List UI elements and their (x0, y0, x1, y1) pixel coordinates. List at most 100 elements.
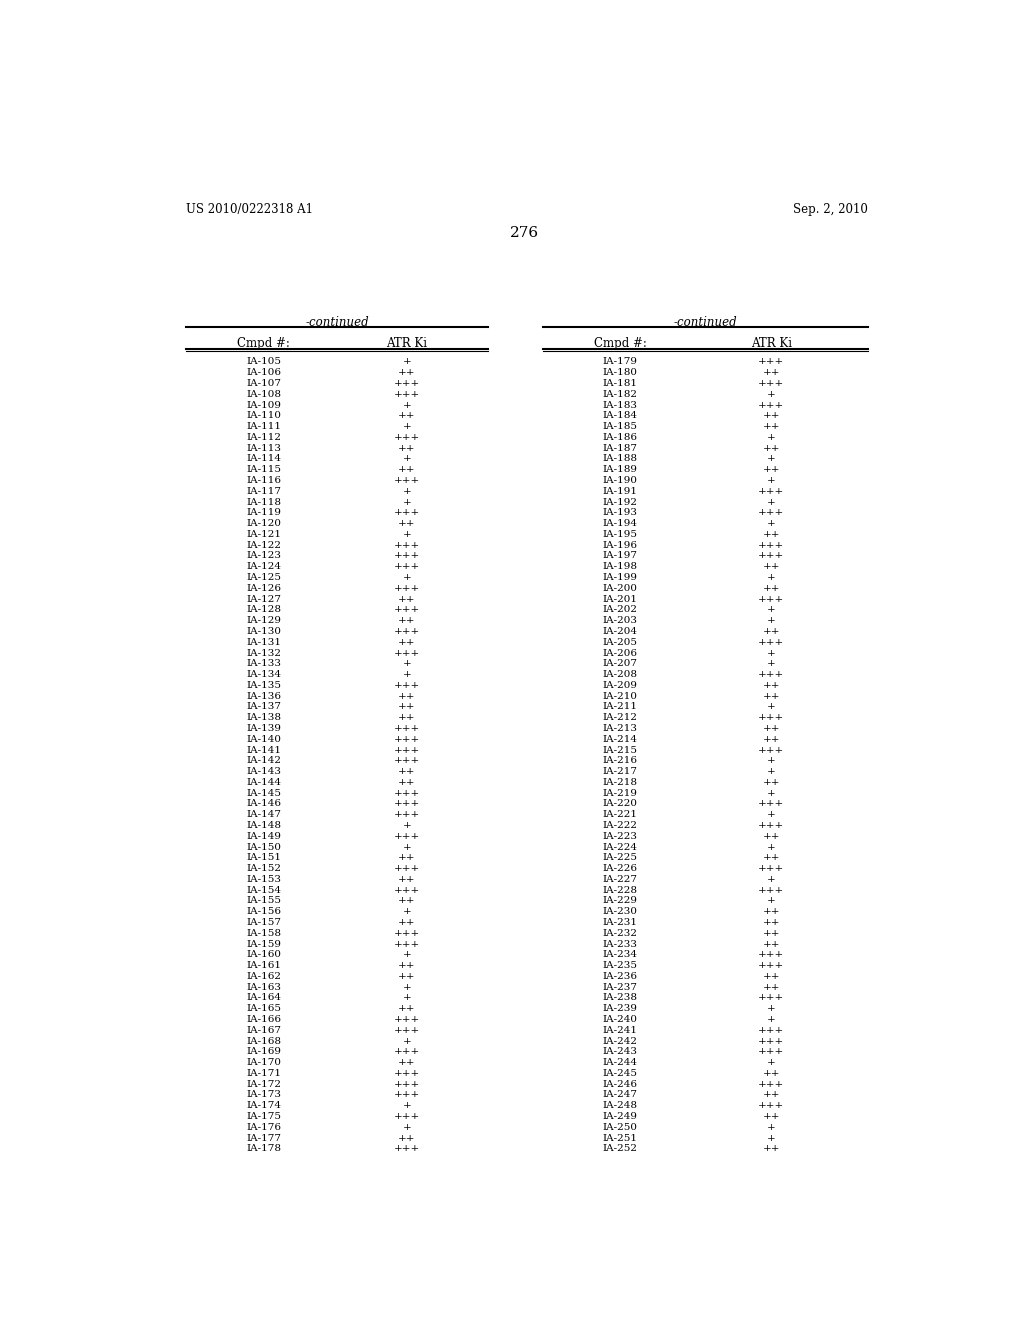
Text: IA-114: IA-114 (246, 454, 282, 463)
Text: +++: +++ (394, 648, 420, 657)
Text: IA-145: IA-145 (246, 788, 282, 797)
Text: IA-210: IA-210 (603, 692, 638, 701)
Text: +++: +++ (758, 950, 784, 960)
Text: +++: +++ (394, 552, 420, 561)
Text: +++: +++ (394, 583, 420, 593)
Text: +++: +++ (394, 1047, 420, 1056)
Text: IA-230: IA-230 (603, 907, 638, 916)
Text: IA-241: IA-241 (603, 1026, 638, 1035)
Text: +++: +++ (394, 929, 420, 937)
Text: IA-157: IA-157 (246, 917, 282, 927)
Text: IA-152: IA-152 (246, 865, 282, 873)
Text: IA-181: IA-181 (603, 379, 638, 388)
Text: +++: +++ (758, 1036, 784, 1045)
Text: IA-164: IA-164 (246, 994, 282, 1002)
Text: +++: +++ (394, 1069, 420, 1078)
Text: IA-251: IA-251 (603, 1134, 638, 1143)
Text: ++: ++ (398, 594, 416, 603)
Text: IA-141: IA-141 (246, 746, 282, 755)
Text: IA-149: IA-149 (246, 832, 282, 841)
Text: +: + (767, 767, 775, 776)
Text: IA-144: IA-144 (246, 777, 282, 787)
Text: +++: +++ (394, 1090, 420, 1100)
Text: IA-138: IA-138 (246, 713, 282, 722)
Text: +++: +++ (394, 1015, 420, 1024)
Text: IA-135: IA-135 (246, 681, 282, 690)
Text: IA-146: IA-146 (246, 800, 282, 808)
Text: +++: +++ (394, 788, 420, 797)
Text: ++: ++ (398, 412, 416, 420)
Text: ++: ++ (763, 853, 780, 862)
Text: IA-168: IA-168 (246, 1036, 282, 1045)
Text: IA-203: IA-203 (603, 616, 638, 626)
Text: +++: +++ (394, 1144, 420, 1154)
Text: IA-127: IA-127 (246, 594, 282, 603)
Text: ++: ++ (398, 368, 416, 378)
Text: IA-218: IA-218 (603, 777, 638, 787)
Text: +: + (767, 659, 775, 668)
Text: IA-173: IA-173 (246, 1090, 282, 1100)
Text: +++: +++ (394, 541, 420, 549)
Text: +++: +++ (758, 671, 784, 678)
Text: IA-242: IA-242 (603, 1036, 638, 1045)
Text: +: + (767, 1134, 775, 1143)
Text: +++: +++ (394, 865, 420, 873)
Text: +++: +++ (394, 1080, 420, 1089)
Text: IA-220: IA-220 (603, 800, 638, 808)
Text: +: + (767, 519, 775, 528)
Text: ATR Ki: ATR Ki (386, 337, 427, 350)
Text: IA-178: IA-178 (246, 1144, 282, 1154)
Text: ++: ++ (398, 917, 416, 927)
Text: IA-195: IA-195 (603, 529, 638, 539)
Text: IA-155: IA-155 (246, 896, 282, 906)
Text: IA-224: IA-224 (603, 842, 638, 851)
Text: +: + (402, 454, 412, 463)
Text: ++: ++ (763, 583, 780, 593)
Text: +: + (767, 810, 775, 820)
Text: +: + (767, 1015, 775, 1024)
Text: +++: +++ (758, 552, 784, 561)
Text: IA-191: IA-191 (603, 487, 638, 496)
Text: +++: +++ (758, 541, 784, 549)
Text: IA-249: IA-249 (603, 1111, 638, 1121)
Text: -continued: -continued (674, 317, 737, 329)
Text: IA-212: IA-212 (603, 713, 638, 722)
Text: IA-131: IA-131 (246, 638, 282, 647)
Text: IA-221: IA-221 (603, 810, 638, 820)
Text: IA-143: IA-143 (246, 767, 282, 776)
Text: IA-108: IA-108 (246, 389, 282, 399)
Text: IA-175: IA-175 (246, 1111, 282, 1121)
Text: ++: ++ (763, 465, 780, 474)
Text: IA-140: IA-140 (246, 735, 282, 743)
Text: IA-227: IA-227 (603, 875, 638, 884)
Text: ++: ++ (763, 1144, 780, 1154)
Text: IA-236: IA-236 (603, 972, 638, 981)
Text: IA-115: IA-115 (246, 465, 282, 474)
Text: IA-234: IA-234 (603, 950, 638, 960)
Text: IA-232: IA-232 (603, 929, 638, 937)
Text: IA-148: IA-148 (246, 821, 282, 830)
Text: IA-177: IA-177 (246, 1134, 282, 1143)
Text: +: + (402, 1036, 412, 1045)
Text: +++: +++ (394, 810, 420, 820)
Text: +++: +++ (758, 800, 784, 808)
Text: IA-159: IA-159 (246, 940, 282, 949)
Text: ++: ++ (398, 702, 416, 711)
Text: +: + (402, 487, 412, 496)
Text: IA-136: IA-136 (246, 692, 282, 701)
Text: IA-192: IA-192 (603, 498, 638, 507)
Text: IA-206: IA-206 (603, 648, 638, 657)
Text: IA-116: IA-116 (246, 477, 282, 484)
Text: +++: +++ (758, 746, 784, 755)
Text: IA-186: IA-186 (603, 433, 638, 442)
Text: ++: ++ (763, 917, 780, 927)
Text: ++: ++ (763, 907, 780, 916)
Text: ++: ++ (763, 368, 780, 378)
Text: IA-171: IA-171 (246, 1069, 282, 1078)
Text: +: + (402, 400, 412, 409)
Text: Cmpd #:: Cmpd #: (238, 337, 290, 350)
Text: ++: ++ (398, 616, 416, 626)
Text: IA-211: IA-211 (603, 702, 638, 711)
Text: IA-215: IA-215 (603, 746, 638, 755)
Text: +++: +++ (394, 832, 420, 841)
